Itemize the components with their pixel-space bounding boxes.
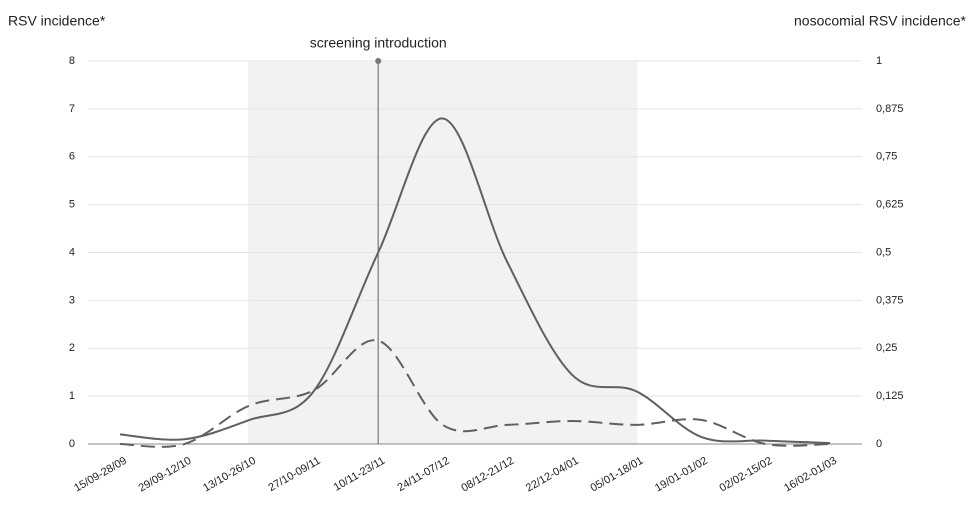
y2-tick-label: 0,875 (876, 103, 904, 115)
y2-tick-label: 0,75 (876, 151, 897, 163)
y-tick-label: 1 (69, 390, 75, 402)
x-tick-label: 08/12-21/12 (459, 455, 516, 495)
y2-tick-label: 0 (876, 438, 882, 450)
x-tick-label: 24/11-07/12 (396, 455, 452, 494)
y2-tick-label: 0,125 (876, 390, 904, 402)
y-tick-label: 6 (69, 151, 75, 163)
y2-tick-label: 1 (876, 55, 882, 67)
annotation-dot (375, 58, 382, 64)
y-axis-title: RSV incidence* (8, 13, 106, 29)
series-line (119, 117, 831, 445)
x-tick-label: 15/09-28/09 (72, 455, 129, 495)
y2-tick-label: 0,25 (876, 342, 897, 354)
x-tick-label: 19/01-01/02 (653, 455, 710, 495)
y-tick-label: 3 (69, 294, 75, 306)
x-tick-label: 05/01-18/01 (588, 455, 645, 495)
y-tick-label: 5 (69, 199, 75, 211)
x-tick-label: 13/10-26/10 (201, 455, 258, 495)
x-tick-label: 22/12-04/01 (524, 455, 581, 495)
x-tick-label: 29/09-12/10 (137, 455, 194, 495)
y2-tick-label: 0,5 (876, 246, 891, 258)
y-tick-label: 4 (69, 246, 75, 258)
y-tick-label: 2 (69, 342, 75, 354)
x-tick-label: 10/11-23/11 (332, 455, 387, 494)
y-tick-label: 8 (69, 55, 75, 67)
y2-tick-label: 0,375 (876, 294, 904, 306)
x-tick-label: 16/02-01/03 (782, 455, 839, 495)
y-tick-label: 7 (69, 103, 75, 115)
y2-tick-label: 0,625 (876, 199, 904, 211)
x-tick-label: 02/02-15/02 (718, 455, 775, 495)
series-line (119, 339, 831, 448)
x-tick-label: 27/10-09/11 (266, 455, 322, 494)
y2-axis-title: nosocomial RSV incidence* (794, 13, 967, 29)
y-tick-label: 0 (69, 438, 75, 450)
annotation-text: screening introduction (310, 35, 447, 51)
